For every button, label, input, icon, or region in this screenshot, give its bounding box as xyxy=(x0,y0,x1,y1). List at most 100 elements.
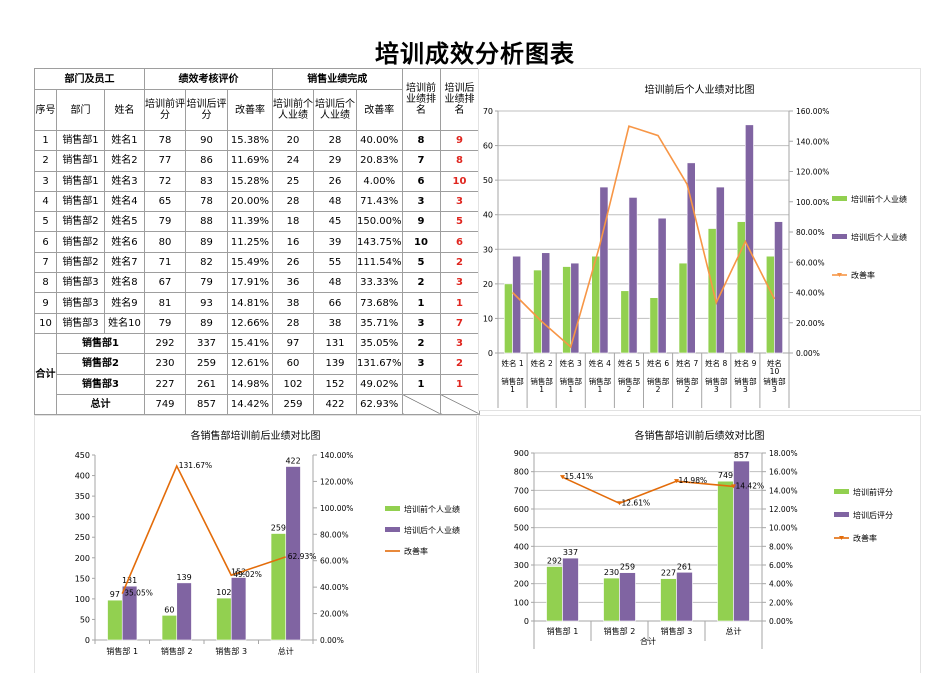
cell-perf-rate: 150.00% xyxy=(356,211,403,233)
y2-tick-label: 120.00% xyxy=(320,477,353,486)
cell-no: 1 xyxy=(34,129,57,152)
rate-value-label: 131.67% xyxy=(179,461,212,470)
x-group-label: 1 xyxy=(597,385,602,394)
cell-perf-after: 38 xyxy=(313,312,357,334)
legend-label: 改善率 xyxy=(851,270,875,280)
bar-value-label: 261 xyxy=(677,562,692,571)
bar-after xyxy=(570,262,580,354)
cell-no: 7 xyxy=(34,251,57,274)
cell-perf-rate: 20.83% xyxy=(356,150,403,172)
y2-tick-label: 16.00% xyxy=(769,468,798,477)
cell-rank-before: 2 xyxy=(401,332,441,355)
cell-rank-before: 3 xyxy=(401,312,441,334)
cell-perf-after: 131 xyxy=(313,332,357,355)
cell-score-rate: 14.42% xyxy=(227,393,273,416)
cell-perf-before: 26 xyxy=(272,251,314,274)
table-row: 7 销售部2 姓名7 71 82 15.49% 26 55 111.54% 5 2 xyxy=(34,251,480,274)
bar-after xyxy=(562,557,579,622)
bar-after xyxy=(285,466,301,641)
cell-name: 姓名10 xyxy=(104,312,145,334)
y2-tick-label: 8.00% xyxy=(769,542,793,551)
rate-line xyxy=(121,464,287,594)
cell-rank-before: 3 xyxy=(401,190,441,213)
y2-tick-label: 4.00% xyxy=(769,580,793,589)
y-tick-label: 400 xyxy=(75,472,90,481)
x-category-label: 10 xyxy=(770,367,780,376)
y2-tick-label: 60.00% xyxy=(796,258,825,267)
y-tick-label: 0 xyxy=(85,636,90,645)
bar-value-label: 259 xyxy=(271,524,286,533)
header-sales-completion: 销售业绩完成 xyxy=(272,68,403,90)
bar-after xyxy=(774,221,783,354)
cell-perf-rate: 49.02% xyxy=(356,373,403,395)
cell-dept: 销售部1 xyxy=(56,170,105,192)
y2-tick-label: 80.00% xyxy=(796,228,825,237)
x-group-label: 销售部 xyxy=(676,376,699,386)
total-row: 总计 749 857 14.42% 259 422 62.93% xyxy=(35,393,480,416)
rate-value-label: 35.05% xyxy=(124,589,153,598)
x-group-label: 销售部 xyxy=(618,376,641,386)
cell-rank-after: 5 xyxy=(439,211,480,233)
cell-rank-after: 8 xyxy=(439,150,480,172)
cell-dept: 销售部1 xyxy=(56,150,105,172)
cell-score-before: 749 xyxy=(144,393,186,416)
y2-tick-label: 20.00% xyxy=(796,319,825,328)
bar-after xyxy=(676,571,693,622)
bar-before xyxy=(546,566,563,622)
cell-rank-after: 2 xyxy=(439,353,480,375)
cell-score-before: 79 xyxy=(144,211,186,233)
x-group-label: 销售部 xyxy=(501,376,524,386)
cell-score-after: 89 xyxy=(185,231,228,253)
bar-after xyxy=(230,577,247,641)
bar-before xyxy=(107,599,123,641)
y-tick-label: 70 xyxy=(483,107,493,116)
bar-after xyxy=(121,585,138,641)
cell-score-before: 79 xyxy=(144,312,186,334)
chart-dept-performance: 各销售部培训前后业绩对比图 0 50 100 150 200 250 300 350 400 45… xyxy=(34,415,477,673)
header-rank-before: 培训前业绩排名 xyxy=(401,68,441,131)
header-perf-rate: 改善率 xyxy=(356,89,403,131)
x-group-label: 2 xyxy=(627,385,632,394)
table-row: 4 销售部1 姓名4 65 78 20.00% 28 48 71.43% 3 3 xyxy=(34,190,480,213)
cell-perf-rate: 111.54% xyxy=(356,251,403,274)
legend-label: 改善率 xyxy=(853,533,877,543)
cell-score-before: 81 xyxy=(144,292,186,314)
legend-label: 改善率 xyxy=(404,546,428,556)
cell-score-after: 83 xyxy=(185,170,228,192)
cell-name: 姓名6 xyxy=(104,231,145,253)
x-category-label: 姓名 6 xyxy=(647,358,669,368)
rate-line xyxy=(511,125,776,349)
x-group-label: 2 xyxy=(685,385,690,394)
bar-after xyxy=(541,252,551,354)
cell-score-after: 79 xyxy=(185,272,228,294)
x-category-label: 姓名 3 xyxy=(560,358,582,368)
bar-before xyxy=(216,597,232,641)
cell-dept: 销售部3 xyxy=(56,312,105,334)
x-group-label: 1 xyxy=(568,385,573,394)
x-category-label: 销售部 3 xyxy=(661,626,693,636)
bar-before xyxy=(270,533,287,641)
rate-value-label: 62.93% xyxy=(288,552,317,561)
cell-perf-rate: 71.43% xyxy=(356,190,403,213)
page-title: 培训成效分析图表 xyxy=(375,40,575,68)
bar-value-label: 749 xyxy=(718,471,733,480)
rate-line xyxy=(562,476,734,505)
cell-score-rate: 12.61% xyxy=(227,353,273,375)
cell-score-after: 337 xyxy=(185,332,228,355)
cell-name: 姓名1 xyxy=(104,129,145,152)
chart-individual-svg: 0 10 20 30 40 50 60 70 0.00% 20.00% 40.00% 60.00% 80… xyxy=(483,107,907,408)
y-tick-label: 200 xyxy=(514,580,529,589)
legend-label: 培训后个人业绩 xyxy=(404,525,460,535)
bar-before xyxy=(717,480,734,622)
cell-perf-before: 102 xyxy=(272,373,314,395)
y-tick-label: 400 xyxy=(514,542,529,551)
y-tick-label: 40 xyxy=(483,211,493,220)
summary-row: 合计 销售部1 292 337 15.41% 97 131 35.05% 2 3 xyxy=(34,332,480,416)
x-category-label: 总计 xyxy=(726,626,742,636)
y-tick-label: 500 xyxy=(514,524,529,533)
y2-tick-label: 14.00% xyxy=(769,486,798,495)
cell-dept: 销售部1 xyxy=(56,332,145,355)
cell-perf-after: 139 xyxy=(313,353,357,375)
x-group-label: 3 xyxy=(743,385,748,394)
cell-dept: 销售部3 xyxy=(56,373,145,395)
